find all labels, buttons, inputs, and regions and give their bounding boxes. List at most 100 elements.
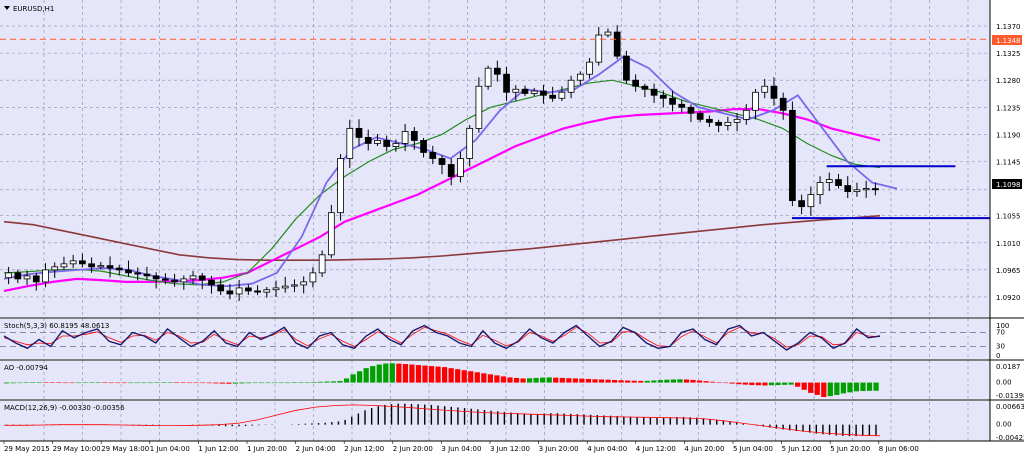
bear-candle-body	[254, 290, 261, 293]
candle	[844, 176, 852, 199]
candle	[134, 267, 142, 281]
candle	[106, 256, 114, 278]
macd-panel[interactable]	[0, 401, 990, 441]
ao-bar	[533, 377, 539, 383]
candle	[696, 110, 704, 123]
y-axis-labels: 1.1370 1.1325 1.1280 1.1235 1.1190 1.1145 1.10…	[996, 23, 1024, 442]
ao-bar	[834, 382, 840, 395]
ao-bar	[625, 380, 631, 383]
bull-candle-body	[23, 275, 31, 280]
triangle-down-icon[interactable]	[4, 6, 10, 10]
candle	[410, 127, 418, 150]
ao-bar	[664, 379, 670, 383]
ao-bar	[141, 382, 147, 384]
candle	[530, 88, 538, 97]
bull-candle-body	[567, 79, 575, 93]
bull-candle-body	[42, 269, 49, 283]
candle	[51, 262, 59, 278]
bear-candle-body	[650, 88, 658, 96]
ao-bar	[644, 380, 650, 383]
bear-candle-body	[503, 73, 510, 93]
ao-bar	[526, 378, 533, 383]
bull-candle-body	[466, 127, 474, 159]
bear-candle-body	[420, 140, 427, 153]
ma-long-line	[3, 214, 881, 262]
bear-candle-body	[152, 275, 160, 280]
ao-bar	[827, 382, 833, 397]
bear-candle-body	[844, 185, 852, 192]
ao-bar	[108, 382, 114, 384]
ao-bar	[383, 363, 389, 383]
ao-bar	[847, 382, 853, 393]
ao-bar	[265, 382, 271, 384]
candle	[171, 273, 178, 287]
bear-candle-body	[171, 279, 178, 283]
candle	[420, 137, 427, 158]
indicator-tick-label: -0.00423	[996, 434, 1024, 442]
ao-bar	[4, 382, 10, 384]
price-tick-label: 1.1190	[996, 131, 1021, 139]
ao-bar	[873, 382, 879, 391]
time-tick-label: 29 May 18:00	[101, 445, 149, 453]
macd-signal-line	[4, 404, 881, 437]
candle	[5, 266, 12, 285]
ao-bar	[775, 382, 781, 386]
macd-indicator	[4, 403, 881, 437]
ao-bar	[559, 377, 565, 383]
ao-bar	[213, 382, 219, 384]
ao-bar	[795, 382, 801, 387]
candle	[392, 139, 400, 152]
time-tick-label: 1 Jun 04:00	[150, 445, 190, 453]
time-tick-label: 4 Jun 20:00	[684, 445, 724, 453]
candle	[429, 145, 437, 165]
bear-candle-body	[383, 140, 391, 147]
ma-slow-line	[3, 107, 881, 292]
bear-candle-body	[706, 118, 713, 123]
candle	[521, 85, 529, 97]
ao-bar	[402, 364, 409, 383]
ao-bar	[370, 366, 376, 383]
price-scale[interactable]	[990, 0, 1024, 441]
ao-bar	[435, 366, 441, 383]
main-price-panel[interactable]	[0, 0, 990, 317]
ao-bar	[389, 363, 395, 383]
candle	[79, 253, 86, 268]
bear-candle-body	[143, 273, 151, 277]
bear-candle-body	[696, 112, 704, 120]
ao-bar	[363, 368, 369, 383]
candle	[540, 84, 547, 104]
candle	[567, 75, 575, 99]
candle	[318, 250, 326, 277]
price-tick-label: 1.1235	[996, 104, 1021, 112]
candle	[42, 263, 49, 288]
candle	[32, 272, 40, 291]
bear-candle-body	[540, 90, 547, 96]
indicator-tick-label: -0.01398	[996, 392, 1024, 400]
ao-bar	[147, 382, 154, 384]
time-tick-label: 5 Jun 04:00	[733, 445, 773, 453]
ao-bar	[200, 382, 206, 384]
bull-candle-body	[318, 254, 326, 274]
ao-bar	[56, 382, 62, 383]
indicator-tick-label: 0.0187	[996, 363, 1021, 371]
candle	[254, 285, 261, 296]
candle	[586, 58, 593, 79]
ao-bar	[487, 374, 493, 383]
ao-bar	[683, 379, 690, 383]
bull-candle-body	[309, 272, 317, 283]
ao-bar	[860, 382, 866, 392]
candle	[595, 26, 603, 66]
ao-bar	[749, 382, 755, 386]
candle	[88, 257, 95, 273]
bear-candle-body	[659, 94, 667, 99]
ao-bar	[343, 378, 350, 383]
price-tick-label: 1.0965	[996, 267, 1021, 275]
ao-bar	[481, 373, 487, 383]
bull-candle-body	[401, 130, 409, 144]
horizontal-levels[interactable]	[0, 38, 990, 220]
bull-candle-body	[263, 289, 271, 293]
candle	[825, 172, 833, 191]
ao-bar	[814, 382, 820, 395]
bear-candle-body	[198, 275, 206, 281]
